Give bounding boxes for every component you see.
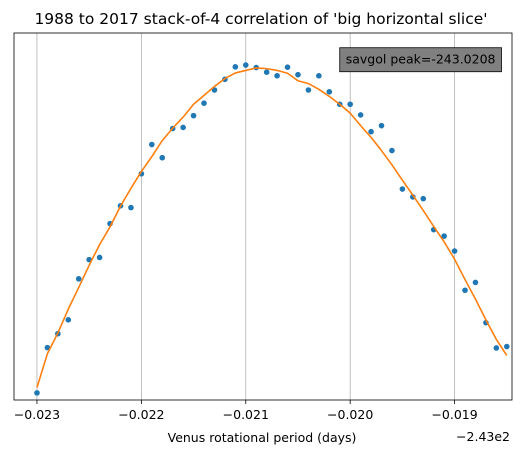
data-point [190, 112, 197, 119]
data-point [232, 64, 239, 70]
data-point [263, 69, 270, 75]
x-axis-ticks: −0.023 −0.022 −0.021 −0.020 −0.019 [14, 400, 478, 422]
x-tick-label: −0.023 [14, 407, 60, 422]
data-point [326, 88, 333, 95]
data-point [305, 87, 312, 93]
data-point [472, 279, 479, 286]
data-point [65, 317, 72, 323]
data-point [34, 390, 40, 396]
data-point [274, 72, 280, 79]
data-point [159, 154, 166, 161]
savgol-fit-line [36, 67, 508, 388]
data-point [493, 345, 500, 351]
axes-frame [13, 32, 513, 401]
annotation-box [339, 47, 502, 73]
chart-title: 1988 to 2017 stack-of-4 correlation of '… [34, 10, 487, 28]
data-point [128, 204, 134, 211]
x-axis-offset-label: −2.43e2 [456, 429, 510, 444]
x-tick-label: −0.019 [431, 407, 477, 422]
data-point [149, 141, 155, 148]
data-point [201, 100, 207, 106]
data-point [378, 122, 385, 129]
data-point [44, 344, 51, 351]
data-point [242, 62, 249, 68]
data-point [295, 71, 301, 78]
plot-content [34, 62, 510, 396]
data-point [441, 233, 447, 239]
data-point [420, 195, 427, 202]
data-point [75, 276, 82, 282]
data-point [180, 124, 186, 131]
data-point [347, 101, 353, 108]
data-point [389, 147, 395, 154]
data-point [357, 112, 364, 118]
data-point [462, 287, 468, 294]
x-axis-label: Venus rotational period (days) [168, 430, 357, 445]
grid [36, 33, 455, 400]
annotation: savgol peak=-243.0208 [339, 47, 502, 73]
data-point [399, 186, 406, 192]
annotation-text: savgol peak=-243.0208 [346, 52, 496, 67]
data-point [368, 128, 374, 135]
data-point [316, 72, 322, 79]
data-point [284, 64, 291, 71]
x-tick-label: −0.022 [118, 407, 164, 422]
x-tick-label: −0.021 [223, 407, 269, 422]
x-tick-label: −0.020 [327, 407, 373, 422]
data-point [451, 248, 458, 254]
data-point [96, 254, 103, 261]
data-point [503, 343, 510, 350]
